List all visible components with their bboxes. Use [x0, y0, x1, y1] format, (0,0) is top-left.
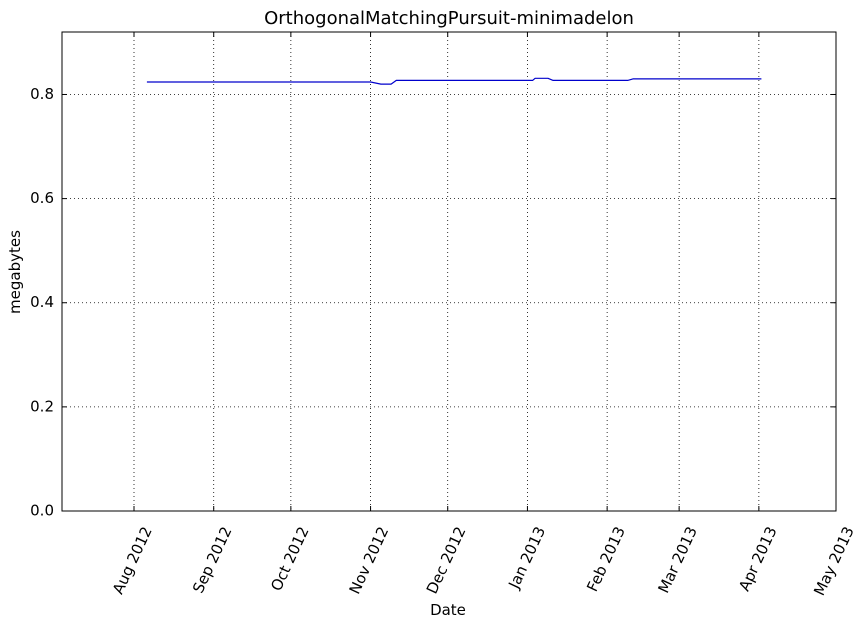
y-tick-label: 0.0 [30, 502, 54, 520]
series-layer [146, 77, 762, 85]
ticks [62, 32, 837, 512]
grid [62, 32, 836, 511]
chart-title: OrthogonalMatchingPursuit-minimadelon [264, 8, 634, 29]
plot-frame [61, 31, 837, 512]
y-tick-label: 0.4 [30, 293, 54, 311]
y-axis-title: megabytes [6, 230, 24, 314]
series-line [146, 77, 762, 85]
y-tick-label: 0.8 [30, 85, 54, 103]
x-axis-title: Date [430, 601, 466, 619]
y-tick-label: 0.6 [30, 189, 54, 207]
y-tick-labels: 0.0 0.2 0.4 0.6 0.8 [30, 85, 54, 520]
y-tick-label: 0.2 [30, 397, 54, 415]
